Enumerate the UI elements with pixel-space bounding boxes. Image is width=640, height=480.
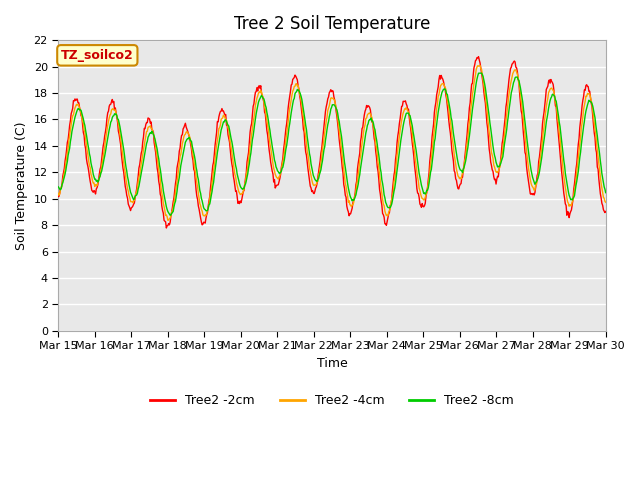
Tree2 -4cm (120, 166, 128, 171)
Tree2 -2cm (415, 194, 423, 200)
Tree2 -2cm (399, 98, 407, 104)
Tree2 -8cm (177, 163, 185, 168)
Tree2 -2cm (602, 209, 609, 215)
Tree2 -8cm (602, 190, 609, 195)
Tree2 -8cm (166, 212, 174, 218)
Legend: Tree2 -2cm, Tree2 -4cm, Tree2 -8cm: Tree2 -2cm, Tree2 -4cm, Tree2 -8cm (145, 389, 519, 412)
X-axis label: Time: Time (317, 357, 348, 370)
Tree2 -8cm (120, 152, 128, 158)
Tree2 -4cm (476, 62, 484, 68)
Tree2 -2cm (475, 54, 483, 60)
Tree2 -4cm (177, 152, 185, 157)
Text: TZ_soilco2: TZ_soilco2 (61, 49, 134, 62)
Tree2 -4cm (54, 190, 62, 196)
Tree2 -8cm (206, 201, 214, 207)
Line: Tree2 -8cm: Tree2 -8cm (58, 73, 605, 215)
Tree2 -4cm (602, 199, 609, 205)
Tree2 -4cm (164, 217, 172, 223)
Tree2 -2cm (54, 194, 62, 200)
Line: Tree2 -2cm: Tree2 -2cm (58, 57, 605, 228)
Tree2 -4cm (399, 110, 407, 116)
Title: Tree 2 Soil Temperature: Tree 2 Soil Temperature (234, 15, 430, 33)
Tree2 -8cm (415, 170, 423, 176)
Tree2 -4cm (64, 145, 72, 151)
Y-axis label: Soil Temperature (C): Soil Temperature (C) (15, 121, 28, 250)
Tree2 -2cm (177, 137, 185, 143)
Tree2 -4cm (206, 196, 214, 202)
Tree2 -8cm (476, 70, 483, 76)
Tree2 -8cm (399, 123, 407, 129)
Tree2 -8cm (64, 152, 72, 158)
Line: Tree2 -4cm: Tree2 -4cm (58, 65, 605, 220)
Tree2 -4cm (415, 185, 423, 191)
Tree2 -2cm (206, 194, 214, 200)
Tree2 -2cm (64, 137, 72, 143)
Tree2 -2cm (120, 176, 128, 182)
Tree2 -2cm (163, 225, 170, 231)
Tree2 -8cm (54, 184, 62, 190)
